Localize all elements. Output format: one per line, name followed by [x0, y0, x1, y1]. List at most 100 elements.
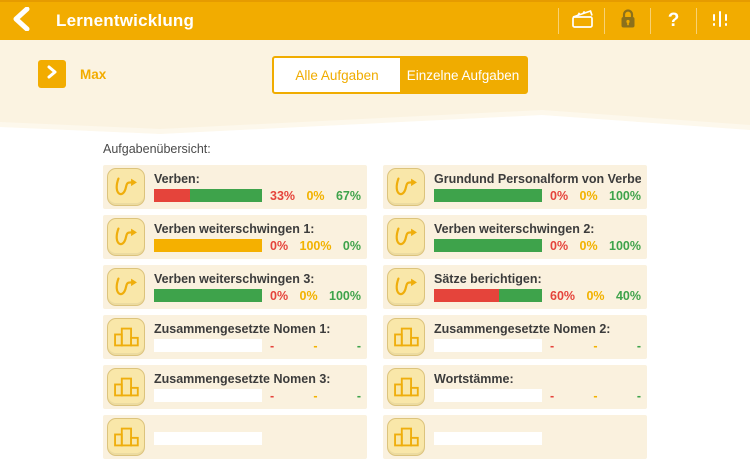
pct-red: 60%	[550, 288, 576, 303]
curve-arrow-icon	[115, 177, 137, 196]
curve-arrow-icon	[395, 277, 417, 296]
pct-yellow: -	[593, 338, 598, 353]
blocks-icon	[114, 327, 139, 347]
divider	[604, 8, 605, 34]
task-percentages: 0% 0% 100%	[270, 289, 361, 303]
pct-red: -	[270, 388, 275, 403]
task-label: Zusammengesetzte Nomen 1:	[154, 321, 331, 336]
pct-green: 100%	[609, 238, 641, 253]
divider	[558, 8, 559, 34]
blocks-icon	[114, 377, 139, 397]
progress-track	[154, 389, 262, 402]
task-card: Zusammengesetzte Nomen 3: - - -	[103, 365, 367, 409]
blocks-icon	[394, 427, 419, 447]
top-bar: Lernentwicklung	[0, 0, 750, 40]
task-label: Zusammengesetzte Nomen 2:	[434, 321, 611, 336]
task-label: Verben weiterschwingen 2:	[434, 221, 595, 236]
task-bar-row: 60% 0% 40%	[434, 289, 641, 303]
task-bar-row: 0% 0% 100%	[434, 239, 641, 253]
pct-red: -	[550, 388, 555, 403]
progress-track	[434, 389, 542, 402]
settings-sliders-button[interactable]	[697, 2, 742, 40]
task-icon-tile	[107, 368, 145, 406]
progress-track	[434, 289, 542, 302]
progress-segment-green	[154, 289, 262, 302]
pct-yellow: -	[313, 388, 318, 403]
task-card: Grundund Personalform von Verben: 0% 0% …	[383, 165, 647, 209]
pct-red: 33%	[270, 188, 296, 203]
task-body: Verben: 33% 0% 67%	[154, 172, 361, 203]
task-body	[154, 429, 361, 445]
task-percentages: 0% 100% 0%	[270, 239, 361, 253]
pct-yellow: 0%	[299, 288, 318, 303]
section-title: Aufgabenübersicht:	[103, 142, 211, 156]
task-body: Grundund Personalform von Verben: 0% 0% …	[434, 172, 641, 203]
question-mark-icon: ?	[667, 10, 680, 31]
pct-green: -	[636, 338, 641, 353]
wave-divider	[0, 108, 750, 134]
student-expand-button[interactable]	[38, 60, 66, 88]
task-percentages: 33% 0% 67%	[270, 189, 361, 203]
task-body: Sätze berichtigen: 60% 0% 40%	[434, 272, 641, 303]
pct-yellow: 0%	[579, 188, 598, 203]
task-label: Sätze berichtigen:	[434, 271, 542, 286]
task-card: Verben: 33% 0% 67%	[103, 165, 367, 209]
task-body: Verben weiterschwingen 2: 0% 0% 100%	[434, 222, 641, 253]
task-body	[434, 429, 641, 445]
pct-red: 0%	[270, 238, 289, 253]
curve-arrow-icon	[395, 227, 417, 246]
back-button[interactable]	[0, 2, 44, 40]
task-label: Verben weiterschwingen 3:	[154, 271, 315, 286]
task-percentages: - - -	[270, 339, 361, 353]
pct-green: -	[636, 388, 641, 403]
task-icon-tile	[387, 218, 425, 256]
pct-yellow: -	[593, 388, 598, 403]
help-button[interactable]: ?	[651, 2, 696, 40]
progress-track	[434, 432, 542, 445]
task-percentages: 60% 0% 40%	[550, 289, 641, 303]
tab-alle-aufgaben[interactable]: Alle Aufgaben	[274, 58, 400, 92]
task-body: Zusammengesetzte Nomen 2: - - -	[434, 322, 641, 353]
pct-red: -	[550, 338, 555, 353]
task-percentages: - - -	[550, 389, 641, 403]
lock-icon	[617, 7, 639, 36]
progress-track	[154, 239, 262, 252]
pct-green: -	[356, 388, 361, 403]
task-label: Verben weiterschwingen 1:	[154, 221, 315, 236]
progress-segment-orange	[154, 239, 262, 252]
progress-segment-green	[434, 189, 542, 202]
task-icon-tile	[387, 418, 425, 456]
task-icon-tile	[387, 168, 425, 206]
clapperboard-icon	[569, 7, 595, 36]
task-bar-row: - - -	[434, 389, 641, 403]
task-icon-tile	[387, 268, 425, 306]
sliders-icon	[708, 7, 732, 36]
task-bar-row: 0% 0% 100%	[434, 189, 641, 203]
clapperboard-button[interactable]	[559, 2, 604, 40]
task-bar-row: - - -	[154, 339, 361, 353]
task-bar-row: 33% 0% 67%	[154, 189, 361, 203]
progress-segment-green	[434, 239, 542, 252]
progress-track	[154, 189, 262, 202]
pct-red: 0%	[550, 188, 569, 203]
task-icon-tile	[107, 168, 145, 206]
curve-arrow-icon	[115, 277, 137, 296]
divider	[650, 8, 651, 34]
divider	[696, 8, 697, 34]
task-card: Sätze berichtigen: 60% 0% 40%	[383, 265, 647, 309]
task-card: Verben weiterschwingen 2: 0% 0% 100%	[383, 215, 647, 259]
task-icon-tile	[107, 218, 145, 256]
progress-segment-red	[434, 289, 499, 302]
task-percentages: 0% 0% 100%	[550, 189, 641, 203]
tab-einzelne-aufgaben[interactable]: Einzelne Aufgaben	[400, 58, 526, 92]
lock-button[interactable]	[605, 2, 650, 40]
task-bar-row: 0% 100% 0%	[154, 239, 361, 253]
pct-red: -	[270, 338, 275, 353]
task-label: Verben:	[154, 171, 200, 186]
task-label: Wortstämme:	[434, 371, 514, 386]
pct-green: 0%	[342, 238, 361, 253]
progress-track	[434, 189, 542, 202]
sub-header: Max Alle Aufgaben Einzelne Aufgaben	[0, 40, 750, 108]
task-label: Grundund Personalform von Verben:	[434, 171, 641, 186]
pct-yellow: -	[313, 338, 318, 353]
